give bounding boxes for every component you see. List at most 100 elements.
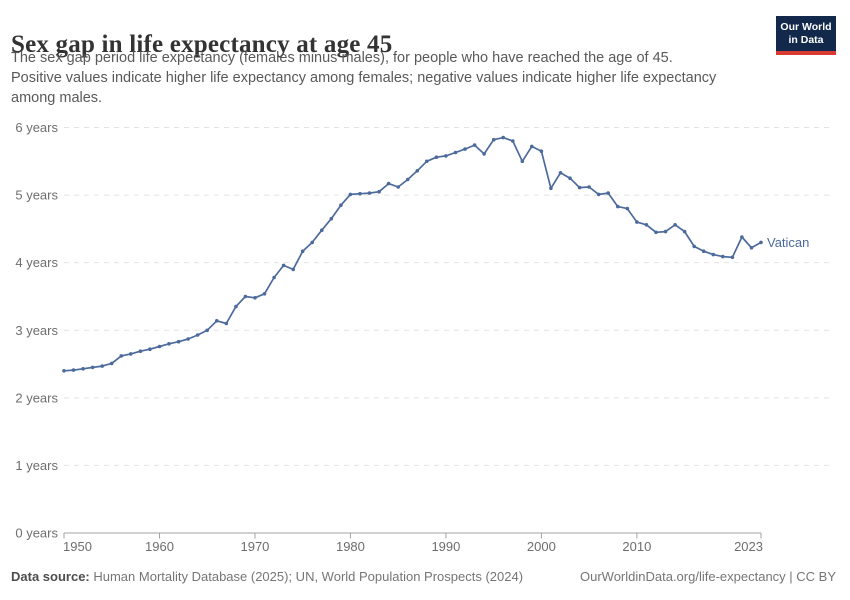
data-point-marker [224,321,229,326]
data-point-marker [90,365,95,370]
data-point-marker [329,216,334,221]
subtitle-line-1: The sex gap period life expectancy (fema… [11,50,673,66]
x-tick-label: 2000 [527,539,556,554]
data-point-marker [415,169,420,173]
data-point-marker [176,339,181,344]
data-point-marker [682,229,687,234]
data-source-value: Human Mortality Database (2025); UN, Wor… [89,569,524,584]
data-point-marker [386,181,391,186]
data-point-marker [186,337,190,341]
x-tick-label: 2023 [734,539,763,554]
data-point-marker [749,246,754,250]
data-point-marker [654,230,658,235]
data-point-marker [195,333,200,337]
owid-logo-accent-bar [776,51,836,55]
y-tick-label: 2 years [15,390,58,405]
data-point-marker [520,159,525,164]
data-point-marker [272,275,276,280]
data-point-marker [568,176,572,180]
data-point-marker [358,191,362,196]
data-point-marker [425,159,429,164]
trend-line[interactable] [63,136,762,372]
data-point-marker [405,177,410,182]
data-point-marker [396,185,401,189]
x-tick-label: 1950 [63,539,92,554]
data-point-marker [157,344,162,349]
y-tick-label: 3 years [15,323,58,338]
data-point-marker [253,296,257,300]
data-point-marker [129,352,133,356]
subtitle-line-2: Positive values indicate higher life exp… [11,70,717,86]
data-point-marker [740,235,744,239]
data-point-marker [138,349,143,354]
data-point-marker [539,149,544,153]
data-point-marker [300,249,305,253]
data-point-marker [721,254,725,259]
x-tick-label: 1980 [336,539,365,554]
data-point-marker [339,203,343,207]
credit-link[interactable]: OurWorldinData.org/life-expectancy | CC … [579,569,836,584]
data-point-marker [453,150,458,155]
data-point-marker [549,186,553,191]
owid-logo-line1: Our World [780,21,832,33]
y-tick-label: 0 years [15,526,58,541]
data-point-marker [577,185,582,190]
data-point-marker [310,240,315,245]
data-point-marker [81,367,85,371]
data-point-marker [711,252,716,257]
data-point-marker [730,255,735,260]
data-point-marker [511,139,515,143]
data-point-marker [625,206,630,211]
data-source-text: Data source: Human Mortality Database (2… [11,569,523,584]
x-tick-label: 1990 [431,539,460,554]
data-point-marker [262,292,267,296]
chart-subtitle: The sex gap period life expectancy (fema… [11,48,716,108]
data-point-marker [673,223,677,227]
data-point-marker [119,354,124,358]
data-point-marker [587,185,591,189]
data-point-marker [482,152,486,156]
data-point-marker [663,229,668,234]
data-point-marker [62,369,66,373]
data-point-marker [616,204,620,209]
owid-logo-line2: in Data [788,34,824,46]
data-point-marker [530,144,534,149]
data-point-marker [434,155,439,159]
data-point-marker [644,223,649,227]
data-point-marker [243,294,248,299]
data-point-marker [234,304,238,309]
data-point-marker [291,267,296,272]
data-point-marker [606,191,610,195]
y-tick-label: 4 years [15,255,58,270]
data-point-marker [701,249,706,253]
data-point-marker [463,147,467,151]
data-point-marker [281,263,286,268]
data-point-marker [444,154,448,158]
page-title: Sex gap in life expectancy at age 45 [11,30,393,58]
data-point-marker [367,191,372,195]
y-tick-label: 5 years [15,188,58,203]
subtitle-line-3: among males. [11,90,103,106]
data-point-marker [348,192,353,197]
data-point-marker [377,189,381,194]
data-point-marker [596,192,601,197]
data-point-marker [491,137,496,142]
y-tick-label: 6 years [15,120,58,135]
x-tick-label: 1960 [145,539,174,554]
x-tick-label: 2010 [622,539,651,554]
data-point-marker [148,347,152,352]
data-point-marker [320,228,324,232]
data-point-marker [109,361,114,366]
chart-footer: Data source: Human Mortality Database (2… [11,569,836,584]
data-point-marker [558,171,563,175]
data-point-marker [635,220,639,224]
data-point-marker [692,244,696,249]
data-point-marker [205,328,209,333]
owid-logo-text: Our World in Data [776,16,836,51]
entity-label[interactable]: Vatican [767,235,809,250]
data-source-label: Data source: [11,569,90,584]
owid-logo[interactable]: Our World in Data [776,16,836,55]
data-point-marker [71,368,76,372]
y-tick-label: 1 years [15,458,58,473]
